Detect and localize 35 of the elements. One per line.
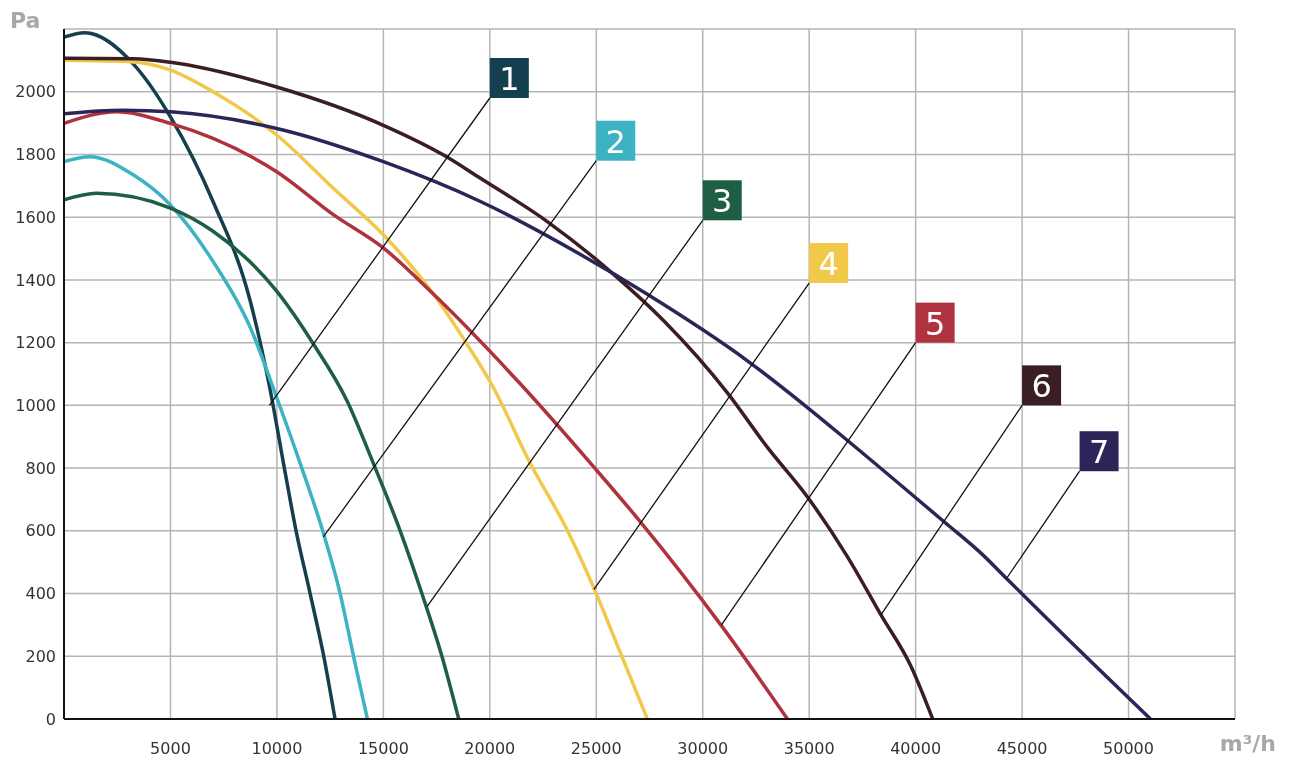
y-tick-label: 800 (25, 458, 56, 478)
x-tick-label: 30000 (677, 739, 729, 759)
x-tick-label: 45000 (996, 739, 1048, 759)
x-tick-label: 25000 (570, 739, 622, 759)
y-tick-label: 1600 (15, 207, 56, 227)
annotation: 2 (605, 122, 626, 161)
line-series (64, 110, 790, 719)
x-tick-label: 50000 (1103, 739, 1154, 759)
y-tick-label: 1400 (15, 270, 56, 290)
x-tick-label: 35000 (783, 739, 835, 759)
x-tick-label: 10000 (251, 739, 303, 759)
line-series (64, 108, 1153, 719)
x-tick-label: 5000 (150, 739, 191, 759)
y-tick-label: 1800 (15, 145, 56, 165)
annotation: 4 (818, 245, 839, 284)
y-tick-label: 0 (45, 709, 56, 729)
x-tick-label: 20000 (464, 739, 516, 759)
line-series (64, 154, 370, 719)
x-tick-label: 15000 (357, 739, 409, 759)
x-axis-title: m³/h (1219, 731, 1276, 756)
line-series (64, 58, 650, 719)
x-tick-label: 40000 (890, 739, 942, 759)
annotation: 1 (499, 60, 520, 98)
line-series (64, 191, 461, 719)
annotation: 3 (712, 182, 733, 221)
y-tick-label: 400 (25, 584, 56, 604)
y-tick-label: 1200 (15, 333, 56, 353)
annotation: 6 (1031, 367, 1052, 406)
y-tick-label: 600 (25, 521, 56, 541)
y-axis-title: Pa (10, 8, 41, 33)
y-tick-label: 200 (25, 646, 56, 666)
y-tick-label: 1000 (15, 396, 56, 416)
annotation: 5 (924, 304, 946, 343)
y-tick-label: 2000 (15, 82, 56, 102)
annotation: 7 (1088, 433, 1110, 472)
